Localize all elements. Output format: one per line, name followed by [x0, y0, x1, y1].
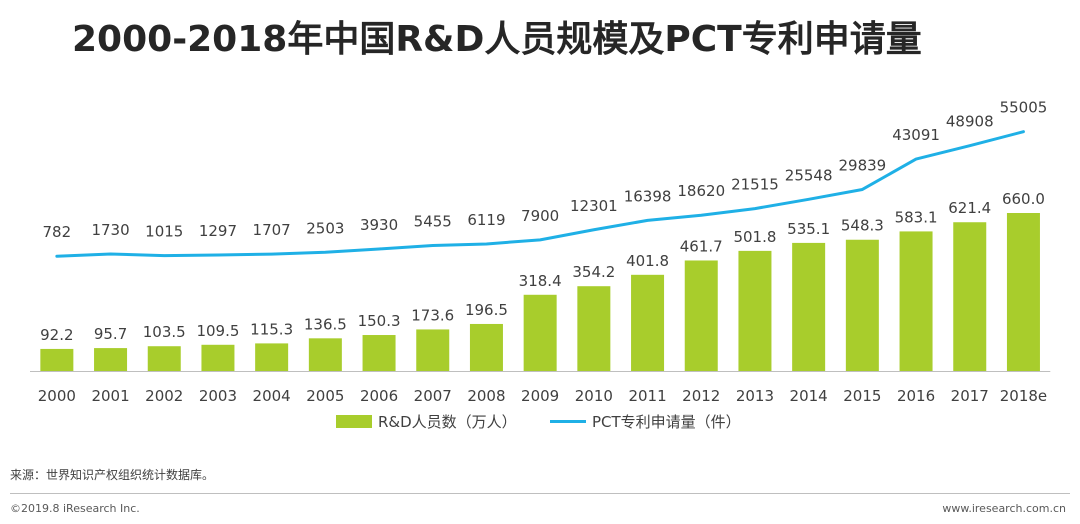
- line-label-2003: 1297: [199, 222, 237, 240]
- line-label-2011: 16398: [624, 187, 672, 205]
- bar-label-2003: 109.5: [196, 322, 239, 340]
- line-label-2002: 1015: [145, 223, 183, 241]
- line-label-2004: 1707: [253, 221, 291, 239]
- x-tick-2012: 2012: [682, 387, 720, 405]
- bar-label-2011: 401.8: [626, 252, 669, 270]
- x-tick-2008: 2008: [467, 387, 505, 405]
- bar-2006: [362, 335, 396, 371]
- x-tick-2014: 2014: [790, 387, 828, 405]
- bar-label-2008: 196.5: [465, 301, 508, 319]
- bar-2005: [308, 338, 342, 371]
- x-tick-2007: 2007: [414, 387, 452, 405]
- line-label-2013: 21515: [731, 176, 779, 194]
- line-label-2005: 2503: [306, 219, 344, 237]
- x-tick-2011: 2011: [628, 387, 666, 405]
- legend-line-label: PCT专利申请量（件）: [592, 413, 741, 431]
- bar-2007: [416, 329, 450, 371]
- bar-label-2005: 136.5: [304, 315, 347, 333]
- line-label-2009: 7900: [521, 207, 559, 225]
- bar-label-2007: 173.6: [411, 306, 454, 324]
- legend-bar-swatch: [336, 415, 372, 428]
- line-label-2007: 5455: [414, 212, 452, 230]
- bar-2014: [792, 242, 826, 371]
- bar-2015: [845, 239, 879, 371]
- pct-line: [55, 130, 1025, 258]
- bar-label-2010: 354.2: [572, 263, 615, 281]
- x-tick-2009: 2009: [521, 387, 559, 405]
- x-tick-2005: 2005: [306, 387, 344, 405]
- bar-label-2014: 535.1: [787, 220, 830, 238]
- line-label-2016: 43091: [892, 126, 940, 144]
- bar-label-2004: 115.3: [250, 320, 293, 338]
- website-text: www.iresearch.com.cn: [942, 502, 1066, 515]
- x-tick-2002: 2002: [145, 387, 183, 405]
- bar-2009: [523, 294, 557, 371]
- x-tick-2006: 2006: [360, 387, 398, 405]
- x-tick-2001: 2001: [91, 387, 129, 405]
- bar-2001: [94, 348, 128, 371]
- bar-2002: [147, 346, 181, 371]
- footer-divider: [10, 493, 1070, 494]
- chart-svg: 92.2 95.7 103.5 109.5 115.3 136.5 150.3 173.6 19…: [30, 99, 1051, 431]
- x-tick-2017: 2017: [951, 387, 989, 405]
- bar-label-2016: 583.1: [895, 208, 938, 226]
- bar-2012: [684, 260, 718, 371]
- x-tick-2003: 2003: [199, 387, 237, 405]
- bar-2018e: [1006, 213, 1040, 371]
- bar-label-2017: 621.4: [948, 199, 991, 217]
- line-label-2000: 782: [43, 223, 72, 241]
- line-label-2001: 1730: [91, 221, 129, 239]
- bar-label-2006: 150.3: [358, 312, 401, 330]
- bar-2000: [40, 348, 74, 371]
- bar-label-2018e: 660.0: [1002, 190, 1045, 208]
- line-label-2017: 48908: [946, 113, 994, 131]
- bar-2008: [469, 323, 503, 371]
- x-tick-2018e: 2018e: [1000, 387, 1047, 405]
- copyright-text: ©2019.8 iResearch Inc.: [10, 502, 140, 515]
- bar-2013: [738, 250, 772, 371]
- chart-title: 2000-2018年中国R&D人员规模及PCT专利申请量: [72, 19, 922, 60]
- x-tick-2004: 2004: [253, 387, 291, 405]
- line-label-2015: 29839: [838, 156, 886, 174]
- bar-label-2001: 95.7: [94, 325, 127, 343]
- x-tick-2000: 2000: [38, 387, 76, 405]
- legend-bar-label: R&D人员数（万人）: [378, 413, 517, 431]
- source-note: 来源：世界知识产权组织统计数据库。: [10, 468, 215, 482]
- x-tick-2015: 2015: [843, 387, 881, 405]
- x-tick-2010: 2010: [575, 387, 613, 405]
- bar-label-2015: 548.3: [841, 217, 884, 235]
- bar-2004: [255, 343, 289, 371]
- bar-2003: [201, 344, 235, 371]
- bar-label-2012: 461.7: [680, 237, 723, 255]
- bar-2010: [577, 286, 611, 371]
- line-label-2008: 6119: [467, 211, 505, 229]
- line-label-2012: 18620: [677, 182, 725, 200]
- line-label-2006: 3930: [360, 216, 398, 234]
- line-label-2018e: 55005: [1000, 99, 1048, 117]
- line-label-2014: 25548: [785, 166, 833, 184]
- bar-2016: [899, 231, 933, 371]
- bar-label-2009: 318.4: [519, 272, 562, 290]
- line-label-2010: 12301: [570, 197, 618, 215]
- bar-2011: [631, 274, 665, 371]
- bar-2017: [953, 222, 987, 371]
- x-tick-2016: 2016: [897, 387, 935, 405]
- bar-label-2002: 103.5: [143, 323, 186, 341]
- bar-label-2013: 501.8: [733, 228, 776, 246]
- x-tick-2013: 2013: [736, 387, 774, 405]
- bar-label-2000: 92.2: [40, 326, 73, 344]
